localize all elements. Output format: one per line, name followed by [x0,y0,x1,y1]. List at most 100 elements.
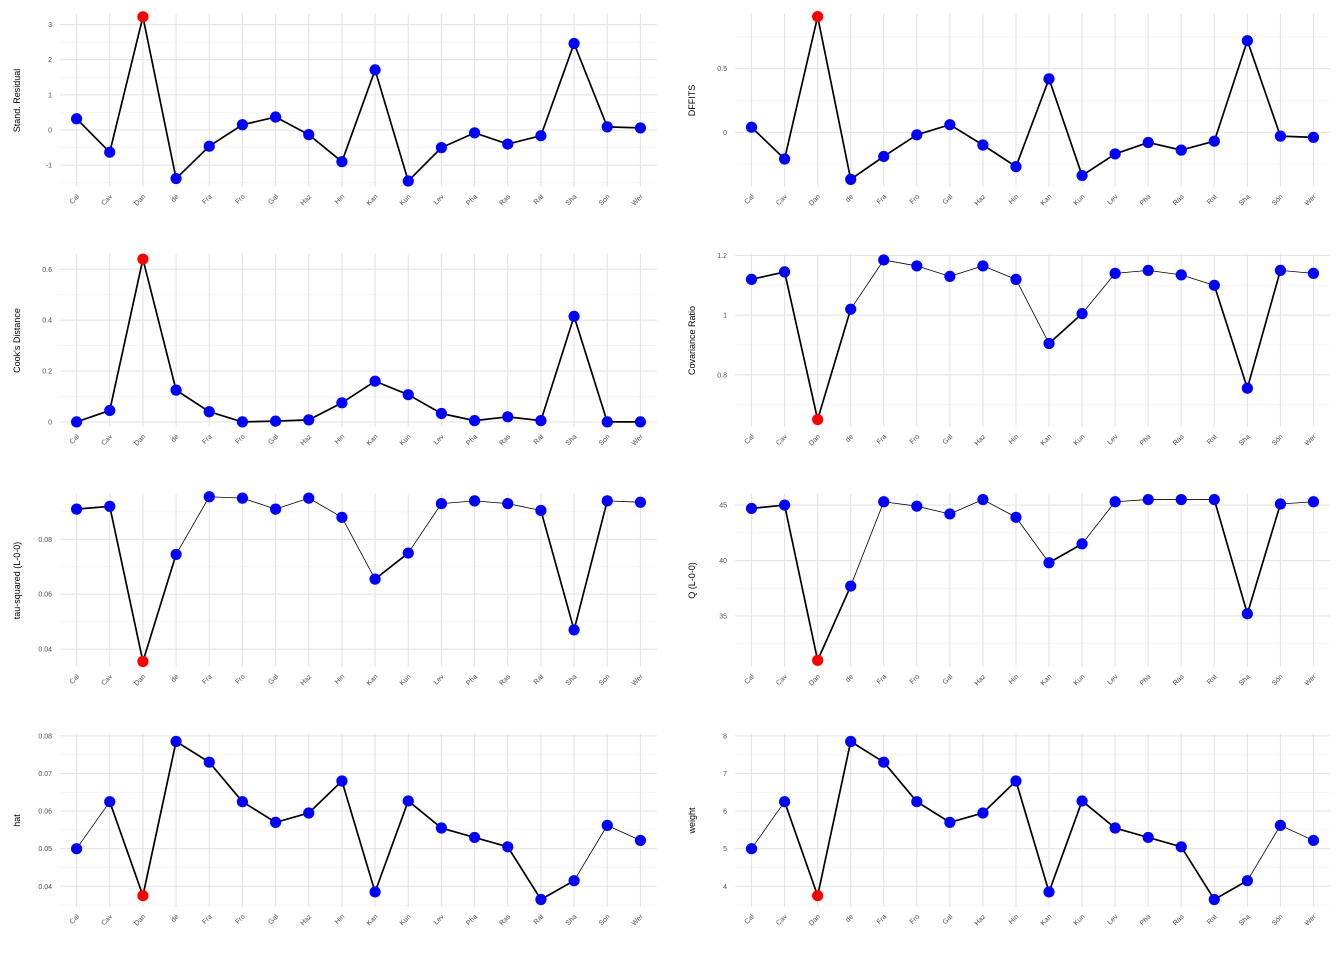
panel-q-l-0-0-: 35 40 45 Cal Cav Dan de Fra Fro Gal Haz Hin Kan Kun Le… [687,493,1330,687]
series-line-segment [883,761,918,803]
x-tick-label: Cal [69,673,82,686]
data-point [369,64,381,76]
data-point [778,499,791,511]
series-line-segment [341,69,376,162]
series-line-segment [883,134,918,158]
y-tick-label: 3 [48,22,52,29]
series-line-segment [540,510,575,631]
x-tick-label: Son [1271,193,1285,207]
x-tick-label: Hin [1008,433,1020,445]
x-tick-label: Wer [1304,433,1318,447]
series-line-segment [108,801,144,897]
data-point [845,173,857,185]
x-tick-label: Fra [876,193,888,205]
x-tick-label: Cal [69,433,82,446]
data-point [369,886,381,898]
data-point [1274,130,1287,142]
x-tick-label: Kan [366,433,380,447]
series-line-segment [75,118,111,153]
data-point [1010,161,1022,173]
x-tick-label: Dan [808,913,822,927]
y-axis-title: Cook's Distance [12,308,22,373]
x-tick-label: Kun [1073,913,1087,927]
data-point [1307,496,1320,508]
series-line-segment [374,552,409,580]
data-point [878,496,890,508]
influential-point [137,253,149,265]
data-point [502,841,514,853]
data-point [1175,144,1187,156]
x-tick-label: Son [1271,913,1285,927]
series-line-segment [1048,78,1083,176]
data-point [1175,841,1187,853]
y-tick-label: 0.06 [38,809,52,816]
y-tick-label: 1 [48,92,52,99]
x-tick-label: Dan [133,913,147,927]
series-line-segment [142,554,177,662]
series-line-segment [1147,836,1182,848]
series-line-segment [1148,141,1182,151]
series-line-segment [1246,503,1282,615]
series-line-segment [1015,780,1050,893]
data-point [911,796,923,808]
x-tick-label: Sha [1238,913,1252,927]
data-point [535,504,547,517]
data-point [1142,493,1154,506]
series-line-segment [540,43,575,136]
x-tick-label: Cal [744,433,757,446]
data-point [502,498,514,510]
x-tick-label: Rat [533,673,546,686]
x-tick-label: Cav [100,193,114,207]
x-tick-label: Fro [234,433,246,445]
series-line-segment [175,740,210,763]
series-line-segment [751,801,785,849]
x-tick-label: Pha [465,913,479,927]
data-point [1307,834,1320,847]
series-line-segment [242,497,276,510]
panel-hat: 0.04 0.05 0.06 0.07 0.08 Cal Cav Dan de Fra Fro Gal… [12,733,657,927]
x-tick-label: Ras [498,913,512,927]
x-tick-label: Hin [1008,913,1020,925]
series-line-segment [1081,800,1116,829]
y-tick-label: 0.4 [42,318,52,325]
data-point [502,411,514,423]
series-line-segment [341,380,376,404]
y-tick-label: 0 [723,130,727,137]
data-point [1109,267,1121,279]
x-tick-label: Sha [1238,193,1252,207]
x-tick-label: Kun [1073,433,1087,447]
series-line-segment [573,825,608,881]
x-tick-label: Fra [876,913,888,925]
series-line-segment [175,389,210,413]
data-point [104,796,116,808]
series-line-segment [507,134,542,145]
x-tick-label: Wer [1304,193,1318,207]
series-line-segment [341,780,376,893]
series-line-segment [916,505,950,515]
data-point [336,775,348,787]
x-tick-label: Lev [1107,913,1120,926]
data-point [845,580,857,592]
data-point [778,796,791,808]
x-tick-label: Fro [234,193,246,205]
data-point [70,113,83,125]
x-tick-label: Cav [775,433,789,447]
data-point [634,834,647,847]
series-line-segment [208,761,244,803]
x-tick-label: Lev [1107,673,1120,686]
y-tick-label: 0.05 [38,846,52,853]
y-tick-label: 0.08 [38,733,52,740]
x-tick-label: Cal [69,193,82,206]
series-line-segment [1213,499,1249,615]
data-point [1010,273,1022,285]
series-line-segment [1081,501,1116,545]
x-tick-label: Gal [267,433,280,446]
series-line-segment [374,800,410,893]
influential-point [812,654,824,666]
data-point [1241,608,1253,620]
y-tick-label: 0.6 [42,267,52,274]
series-line-segment [949,812,984,824]
y-tick-label: 0.04 [38,647,52,654]
series-line-segment [507,846,542,900]
x-tick-label: de [845,193,856,204]
